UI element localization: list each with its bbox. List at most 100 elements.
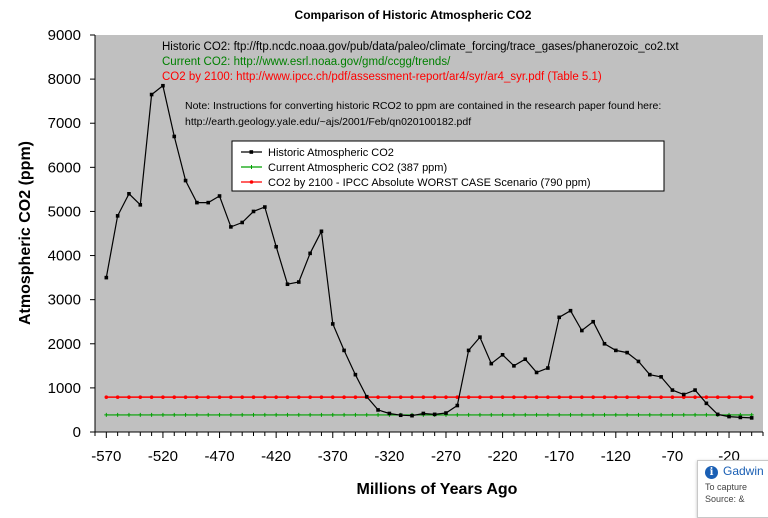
historic-co2-point	[568, 308, 573, 313]
historic-co2-point	[319, 229, 324, 234]
historic-co2-point	[149, 92, 154, 97]
popup-line-2: Source: &	[705, 494, 745, 504]
worst-case-point	[149, 395, 154, 399]
worst-case-point	[342, 395, 346, 399]
y-tick-label: 4000	[48, 248, 81, 265]
y-tick-label: 9000	[48, 27, 81, 44]
historic-co2-point	[195, 200, 199, 205]
worst-case-point	[625, 395, 629, 399]
current-co2-point	[160, 412, 165, 417]
worst-case-point	[546, 395, 550, 399]
notification-popup[interactable]: i Gadwin To capture Source: &	[697, 460, 768, 518]
worst-case-point	[251, 395, 256, 399]
current-co2-point	[523, 412, 528, 417]
historic-co2-point	[693, 388, 697, 392]
worst-case-point	[296, 395, 301, 399]
historic-co2-point	[489, 361, 494, 366]
current-co2-point	[217, 412, 222, 417]
current-co2-point	[670, 412, 675, 417]
historic-co2-point	[500, 353, 505, 357]
current-co2-point	[466, 412, 471, 417]
worst-case-point	[557, 395, 562, 399]
historic-co2-point	[398, 413, 403, 418]
worst-case-point	[195, 395, 199, 399]
y-tick-label: 1000	[48, 380, 81, 397]
current-co2-point	[251, 412, 256, 417]
worst-case-point	[749, 395, 754, 399]
historic-co2-point	[670, 388, 675, 392]
worst-case-point	[568, 395, 573, 399]
worst-case-point	[534, 395, 539, 399]
current-co2-point	[194, 412, 199, 417]
historic-co2-point	[274, 244, 278, 249]
current-co2-point	[353, 412, 358, 417]
current-co2-point	[534, 412, 539, 417]
x-tick-label: -420	[261, 448, 291, 465]
current-co2-point	[296, 412, 301, 417]
current-co2-point	[262, 412, 267, 417]
info-icon: i	[705, 466, 718, 479]
worst-case-point	[500, 395, 505, 399]
y-tick-label: 5000	[48, 203, 81, 220]
current-co2-point	[557, 412, 562, 417]
x-tick-label: -270	[431, 448, 461, 465]
current-co2-point	[342, 412, 347, 417]
historic-co2-point	[659, 375, 663, 379]
current-co2-point	[568, 412, 573, 417]
historic-co2-point	[681, 392, 686, 397]
current-co2-point	[376, 412, 381, 417]
historic-co2-point	[127, 192, 131, 196]
x-tick-label: -220	[488, 448, 518, 465]
historic-co2-point	[534, 370, 539, 375]
current-co2-point	[364, 412, 369, 417]
worst-case-point	[410, 395, 414, 399]
current-co2-point	[138, 412, 143, 417]
historic-co2-point	[410, 413, 414, 418]
worst-case-point	[704, 395, 709, 399]
worst-case-point	[217, 395, 222, 399]
worst-case-point	[274, 395, 278, 399]
historic-co2-point	[104, 275, 109, 280]
worst-case-point	[432, 395, 437, 399]
historic-co2-point	[353, 372, 358, 377]
y-tick-label: 3000	[48, 292, 81, 309]
historic-co2-point	[285, 282, 290, 287]
worst-case-point	[308, 395, 312, 399]
note-line: Note: Instructions for converting histor…	[185, 100, 661, 112]
legend: Historic Atmospheric CO2 Current Atmosphe…	[231, 140, 665, 192]
historic-co2-point	[161, 83, 165, 88]
x-tick-label: -520	[148, 448, 178, 465]
legend-label: CO2 by 2100 - IPCC Absolute WORST CASE S…	[268, 177, 591, 189]
legend-marker	[249, 150, 254, 154]
historic-co2-point	[432, 412, 437, 417]
popup-title[interactable]: Gadwin	[723, 464, 764, 478]
worst-case-point	[693, 395, 697, 399]
historic-co2-point	[342, 348, 346, 353]
historic-co2-line	[105, 84, 752, 419]
worst-case-point	[489, 395, 494, 399]
current-co2-point	[330, 412, 335, 417]
source-line: Historic CO2: ftp://ftp.ncdc.noaa.gov/pu…	[162, 41, 679, 53]
legend-label: Current Atmospheric CO2 (387 ppm)	[268, 162, 447, 174]
y-tick-label: 6000	[48, 159, 81, 176]
historic-co2-point	[749, 416, 754, 420]
source-citations: Historic CO2: ftp://ftp.ncdc.noaa.gov/pu…	[162, 41, 679, 83]
worst-case-point	[659, 395, 663, 399]
worst-case-point	[738, 395, 743, 399]
y-tick-label: 8000	[48, 71, 81, 88]
historic-co2-point	[444, 411, 448, 415]
worst-case-point	[614, 395, 618, 399]
worst-case-point	[127, 395, 131, 399]
worst-case-point	[580, 395, 584, 399]
historic-co2-point	[478, 335, 482, 339]
chart-title: Comparison of Historic Atmospheric CO2	[295, 8, 532, 22]
series-layer	[104, 83, 754, 420]
x-axis: -570 -520 -470 -420 -370 -320 -270 -220 -170 -120…	[91, 431, 764, 465]
y-tick-label: 0	[73, 424, 81, 441]
current-co2-point	[500, 412, 505, 417]
worst-case-point	[104, 395, 109, 399]
worst-case-point	[727, 395, 731, 399]
historic-co2-point	[115, 214, 120, 218]
source-line: CO2 by 2100: http://www.ipcc.ch/pdf/asse…	[162, 71, 602, 83]
